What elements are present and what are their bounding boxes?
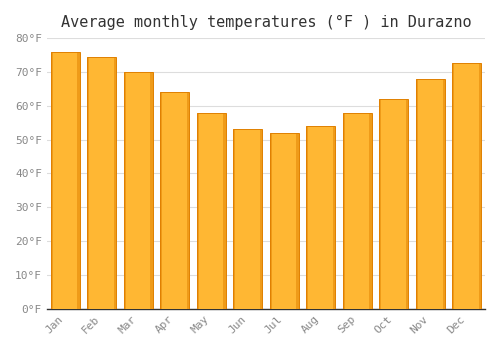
FancyBboxPatch shape (196, 113, 226, 309)
Title: Average monthly temperatures (°F ) in Durazno: Average monthly temperatures (°F ) in Du… (60, 15, 471, 30)
FancyBboxPatch shape (124, 72, 152, 309)
Bar (452, 63, 454, 309)
Bar (479, 63, 482, 309)
FancyBboxPatch shape (306, 126, 336, 309)
FancyBboxPatch shape (87, 57, 116, 309)
Bar (187, 92, 190, 309)
Bar (406, 99, 408, 309)
Bar (370, 113, 372, 309)
FancyBboxPatch shape (270, 133, 299, 309)
FancyBboxPatch shape (160, 92, 190, 309)
Bar (306, 126, 308, 309)
FancyBboxPatch shape (416, 79, 445, 309)
Bar (196, 113, 199, 309)
Bar (160, 92, 162, 309)
Bar (50, 52, 53, 309)
Bar (224, 113, 226, 309)
Bar (150, 72, 152, 309)
Bar (270, 133, 272, 309)
Bar (114, 57, 116, 309)
Bar (342, 113, 345, 309)
Bar (78, 52, 80, 309)
Bar (87, 57, 90, 309)
FancyBboxPatch shape (379, 99, 408, 309)
FancyBboxPatch shape (452, 63, 482, 309)
FancyBboxPatch shape (50, 52, 80, 309)
FancyBboxPatch shape (342, 113, 372, 309)
Bar (379, 99, 382, 309)
FancyBboxPatch shape (233, 130, 262, 309)
Bar (124, 72, 126, 309)
Bar (260, 130, 262, 309)
Bar (333, 126, 336, 309)
Bar (296, 133, 299, 309)
Bar (416, 79, 418, 309)
Bar (442, 79, 445, 309)
Bar (233, 130, 235, 309)
